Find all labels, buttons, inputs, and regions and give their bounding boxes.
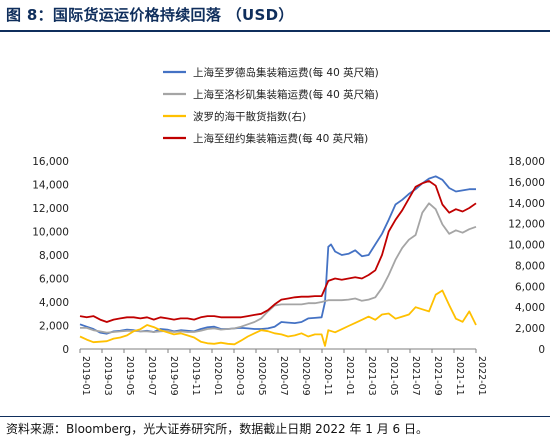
x-tick-label: 2020-03 <box>234 356 245 396</box>
series-line-2 <box>80 202 477 334</box>
y-right-tick-label: 4,000 <box>515 302 545 314</box>
y-left-tick-label: 12,000 <box>32 203 69 215</box>
y-left-tick-label: 10,000 <box>32 227 69 239</box>
y-right-tick-label: 2,000 <box>515 323 545 335</box>
x-tick-label: 2020-07 <box>278 356 289 396</box>
title-underline <box>0 30 550 32</box>
x-tick-label: 2020-05 <box>256 356 267 396</box>
x-tick-label: 2021-11 <box>454 356 465 396</box>
x-tick-label: 2021-03 <box>366 356 377 396</box>
x-tick-label: 2022-01 <box>476 356 487 396</box>
y-right-tick-label: 18,000 <box>508 156 545 168</box>
x-tick-label: 2019-07 <box>146 356 157 396</box>
x-tick-label: 2019-11 <box>190 356 201 396</box>
x-tick-label: 2020-11 <box>322 356 333 396</box>
y-left-tick-label: 0 <box>62 344 69 356</box>
x-tick-label: 2021-07 <box>410 356 421 396</box>
y-right-tick-label: 8,000 <box>515 260 545 272</box>
y-right-tick-label: 14,000 <box>508 198 545 210</box>
y-right-tick-label: 16,000 <box>508 177 545 189</box>
series-line-3 <box>79 289 477 347</box>
y-axis-left-ticks: 0 2,000 4,000 6,000 8,000 10,000 12,000 14,000 1… <box>32 156 69 356</box>
source-divider <box>0 416 550 417</box>
x-tick-label: 2019-01 <box>80 356 91 396</box>
x-tick-label: 2019-03 <box>102 356 113 396</box>
x-tick-label: 2020-01 <box>212 356 223 396</box>
source-note: 资料来源：Bloomberg，光大证券研究所，数据截止日期 2022 年 1 月… <box>6 422 428 436</box>
x-tick-label: 2021-05 <box>388 356 399 396</box>
series-line-4 <box>79 180 477 323</box>
x-tick-label: 2021-09 <box>432 356 443 396</box>
y-right-tick-label: 12,000 <box>508 219 545 231</box>
y-left-tick-label: 8,000 <box>39 250 69 262</box>
x-tick-label: 2019-09 <box>168 356 179 396</box>
legend-label-4: 上海至纽约集装箱运费(每 40 英尺箱) <box>193 132 368 145</box>
x-tick-label: 2021-01 <box>344 356 355 396</box>
y-left-tick-label: 2,000 <box>39 321 69 333</box>
series-group <box>79 175 477 347</box>
y-left-tick-label: 4,000 <box>39 297 69 309</box>
chart-legend: 上海至罗德岛集装箱运费(每 40 英尺箱) 上海至洛杉矶集装箱运费(每 40 英尺… <box>163 66 379 145</box>
x-tick-label: 2019-05 <box>124 356 135 396</box>
y-left-tick-label: 16,000 <box>32 156 69 168</box>
legend-label-1: 上海至罗德岛集装箱运费(每 40 英尺箱) <box>193 66 379 79</box>
y-axis-right-ticks: 0 2,000 4,000 6,000 8,000 10,000 12,000 14,000 1… <box>508 156 545 356</box>
y-left-tick-label: 14,000 <box>32 180 69 192</box>
legend-label-2: 上海至洛杉矶集装箱运费(每 40 英尺箱) <box>193 88 379 101</box>
y-right-tick-label: 6,000 <box>515 281 545 293</box>
series-line-1 <box>79 175 476 335</box>
x-axis-ticks: 2019-01 2019-03 2019-05 2019-07 2019-09 2019-… <box>79 349 487 396</box>
y-right-tick-label: 0 <box>538 344 545 356</box>
y-left-tick-label: 6,000 <box>39 274 69 286</box>
x-tick-label: 2020-09 <box>300 356 311 396</box>
legend-label-3: 波罗的海干散货指数(右) <box>193 110 306 123</box>
figure-title: 图 8：国际货运运价格持续回落 （USD） <box>6 6 294 24</box>
y-right-tick-label: 10,000 <box>508 240 545 252</box>
